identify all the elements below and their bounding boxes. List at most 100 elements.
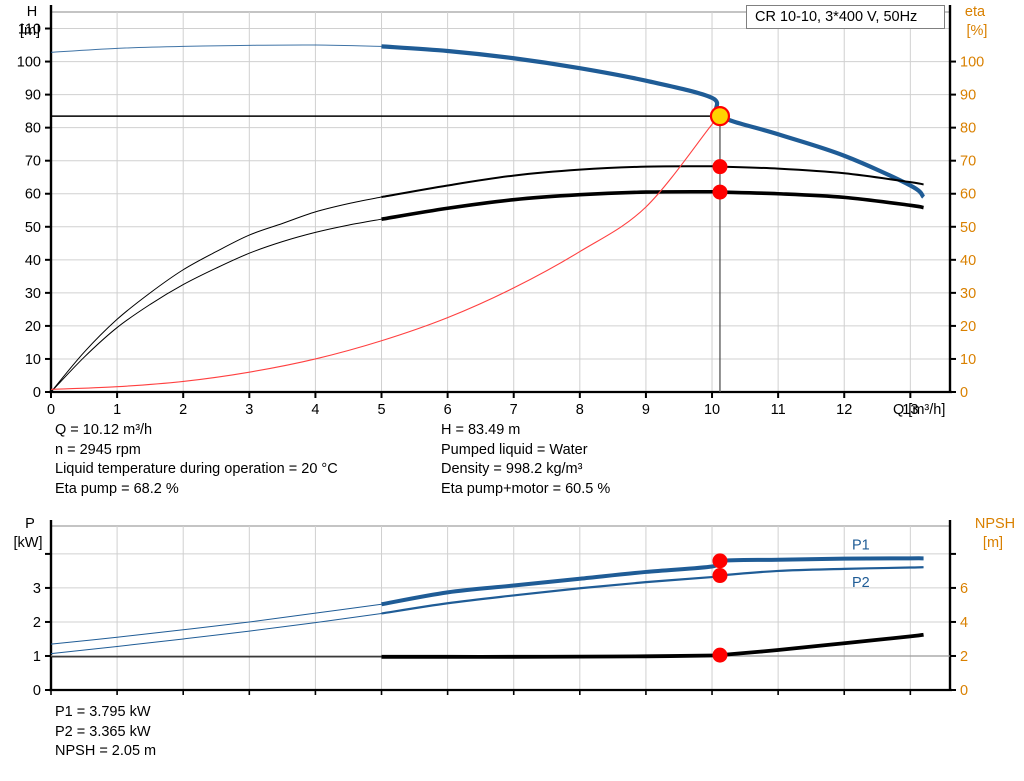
curve-npsh (381, 632, 924, 659)
ylabel-left-110: 110 (18, 22, 41, 38)
ylabel-right-60: 60 (960, 187, 976, 203)
bottom-curves (50, 556, 924, 659)
duty-info-right: H = 83.49 m Pumped liquid = Water Density … (441, 421, 610, 499)
power-info-line-0: P1 = 3.795 kW (55, 704, 151, 720)
ylabel-right-50: 50 (960, 220, 976, 236)
curve-eta-pump-motor (381, 189, 924, 221)
xlabel-3: 3 (245, 402, 253, 418)
p2-curve-label: P2 (852, 575, 870, 591)
ylabel-right-4: 4 (960, 615, 968, 631)
curve-eta-pump-motor-thin (50, 218, 382, 393)
xlabel-12: 12 (836, 402, 852, 418)
y-axis-right-name: eta (965, 4, 986, 20)
curve-p1 (381, 556, 924, 607)
curve-operating (50, 114, 721, 390)
ylabel-right-10: 10 (960, 352, 976, 368)
y-axis-left-unit: [kW] (14, 535, 43, 551)
ylabel-left-50: 50 (25, 220, 41, 236)
ylabel-right-80: 80 (960, 121, 976, 137)
ylabel-left-1: 1 (33, 649, 41, 665)
duty-info-left-line-1: n = 2945 rpm (55, 441, 141, 458)
ylabel-left-100: 100 (17, 55, 41, 71)
curve-head-thin (50, 44, 382, 53)
top-duty-guides (51, 115, 721, 392)
ylabel-left-20: 20 (25, 319, 41, 335)
duty-point-marker (709, 106, 731, 127)
ylabel-left-80: 80 (25, 121, 41, 137)
ylabel-left-0: 0 (33, 683, 41, 699)
power-info-line-2: NPSH = 2.05 m (55, 743, 157, 759)
ylabel-right-20: 20 (960, 319, 976, 335)
duty-info-right-line-3: Eta pump+motor = 60.5 % (441, 480, 611, 497)
ylabel-right-40: 40 (960, 253, 976, 269)
duty-info-left-line-0: Q = 10.12 m³/h (55, 422, 153, 438)
top-axes: 0102030405060708090100110010203040506070… (17, 5, 984, 418)
head-eta-plot: 0102030405060708090100110010203040506070… (17, 4, 988, 418)
xlabel-2: 2 (179, 402, 187, 418)
duty-info-right-line-0: H = 83.49 m (441, 422, 521, 438)
duty-info-left: Q = 10.12 m³/h n = 2945 rpm Liquid tempera… (55, 421, 338, 499)
xlabel-5: 5 (377, 402, 385, 418)
p1-curve-label: P1 (852, 537, 870, 553)
ylabel-left-90: 90 (25, 88, 41, 104)
power-info: P1 = 3.795 kW P2 = 3.365 kW NPSH = 2.05 m (55, 703, 156, 762)
ylabel-right-70: 70 (960, 154, 976, 170)
duty-info-right-line-2: Density = 998.2 kg/m³ (441, 461, 583, 477)
duty-marker-2 (712, 647, 728, 663)
xlabel-8: 8 (576, 402, 584, 418)
top-markers (709, 106, 731, 200)
bottom-markers (712, 553, 728, 663)
duty-info-left-line-2: Liquid temperature during operation = 20… (55, 461, 338, 477)
ylabel-right-90: 90 (960, 88, 976, 104)
y-axis-left-name: P (25, 516, 35, 532)
ylabel-left-0: 0 (33, 385, 41, 401)
curve-head (381, 44, 926, 199)
ylabel-right-6: 6 (960, 581, 968, 597)
eta-marker-0 (712, 159, 728, 175)
xlabel-9: 9 (642, 402, 650, 418)
ylabel-left-3: 3 (33, 581, 41, 597)
duty-marker-0 (712, 553, 728, 569)
eta-marker-1 (712, 184, 728, 200)
curve-p2-thin (50, 612, 382, 655)
ylabel-left-40: 40 (25, 253, 41, 269)
ylabel-right-100: 100 (960, 55, 984, 71)
duty-info-left-line-3: Eta pump = 68.2 % (55, 480, 179, 497)
ylabel-right-2: 2 (960, 649, 968, 665)
head-eta-chart: 0 10 20 30 40 50 60 70 80 90 100 110 0 10 20 30 40 50 60 70… (17, 4, 988, 418)
ylabel-left-60: 60 (25, 187, 41, 203)
ylabel-left-10: 10 (25, 352, 41, 368)
y-axis-right-unit: [%] (967, 23, 988, 39)
ylabel-right-0: 0 (960, 385, 968, 401)
ylabel-right-30: 30 (960, 286, 976, 302)
xlabel-4: 4 (311, 402, 319, 418)
x-axis-name: Q [m³/h] (893, 402, 945, 418)
model-title-box: CR 10-10, 3*400 V, 50Hz (746, 5, 945, 29)
ylabel-left-70: 70 (25, 154, 41, 170)
ylabel-right-0: 0 (960, 683, 968, 699)
curve-eta-pump-thin (50, 196, 382, 393)
xlabel-7: 7 (510, 402, 518, 418)
duty-info-right-line-1: Pumped liquid = Water (441, 441, 588, 458)
curve-p1-thin (50, 603, 382, 645)
power-info-line-1: P2 = 3.365 kW (55, 723, 151, 740)
top-curves (50, 44, 926, 393)
xlabel-0: 0 (47, 402, 55, 418)
power-npsh-chart: 0 1 2 3 0 2 4 6 P [kW] NPSH [m] P1 P2 (0, 512, 1024, 707)
xlabel-6: 6 (444, 402, 452, 418)
xlabel-13: 13 (902, 402, 918, 418)
xlabel-1: 1 (113, 402, 121, 418)
y-axis-left-unit: [m] (20, 23, 40, 39)
y-axis-right-unit: [m] (983, 535, 1003, 551)
ylabel-left-2: 2 (33, 615, 41, 631)
bottom-gridlines (51, 525, 950, 691)
power-npsh-plot: 0 1 2 3 0 2 4 6 P [kW] NPSH [m] P1 P2 (14, 516, 1016, 699)
y-axis-left-name: H (27, 4, 37, 20)
xlabel-10: 10 (704, 402, 720, 418)
bottom-axes: 0 1 2 3 0 2 4 6 (33, 520, 968, 699)
y-axis-right-name: NPSH (975, 516, 1015, 532)
curve-eta-pump (381, 165, 924, 199)
ylabel-left-30: 30 (25, 286, 41, 302)
duty-marker-1 (712, 568, 728, 584)
